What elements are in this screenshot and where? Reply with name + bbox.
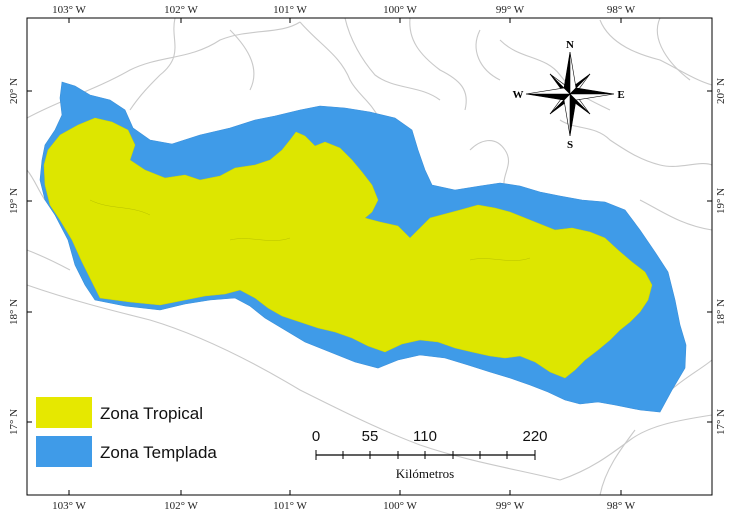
zona-tropical-region <box>43 117 653 379</box>
interior-detail <box>89 199 531 261</box>
bottom-longitude-ticks: 103° W 102° W 101° W 100° W 99° W 98° W <box>52 490 636 512</box>
legend: Zona Tropical Zona Templada <box>36 397 217 467</box>
scale-label-110: 110 <box>413 428 437 445</box>
legend-swatch-templada <box>36 436 92 467</box>
north-arrow-compass: N S E W <box>513 39 625 151</box>
scale-bar: 0 55 110 220 Kilómetros <box>312 428 548 481</box>
scale-unit-label: Kilómetros <box>396 466 455 481</box>
map-frame <box>26 17 713 496</box>
legend-swatch-tropical <box>36 397 92 428</box>
compass-w-label: W <box>513 89 524 101</box>
scale-label-55: 55 <box>362 428 379 445</box>
legend-label-tropical: Zona Tropical <box>100 404 203 423</box>
legend-label-templada: Zona Templada <box>100 443 217 462</box>
top-tick-label: 102° W <box>164 4 198 16</box>
left-tick-label: 19° N <box>8 188 20 214</box>
compass-n-label: N <box>566 39 574 51</box>
right-tick-label: 19° N <box>715 188 727 214</box>
bottom-tick-label: 103° W <box>52 500 86 512</box>
bottom-tick-label: 101° W <box>273 500 307 512</box>
top-tick-label: 101° W <box>273 4 307 16</box>
left-tick-label: 18° N <box>8 299 20 325</box>
compass-e-label: E <box>617 89 624 101</box>
top-tick-label: 100° W <box>383 4 417 16</box>
compass-s-label: S <box>567 139 573 151</box>
top-tick-label: 98° W <box>607 4 636 16</box>
left-tick-label: 17° N <box>8 409 20 435</box>
state-borders <box>26 17 713 496</box>
bottom-tick-label: 99° W <box>496 500 525 512</box>
bottom-tick-label: 102° W <box>164 500 198 512</box>
right-latitude-ticks: 20° N 19° N 18° N 17° N <box>707 78 727 435</box>
top-tick-label: 103° W <box>52 4 86 16</box>
bottom-tick-label: 100° W <box>383 500 417 512</box>
top-longitude-ticks: 103° W 102° W 101° W 100° W 99° W 98° W <box>52 4 636 23</box>
bottom-tick-label: 98° W <box>607 500 636 512</box>
left-tick-label: 20° N <box>8 78 20 104</box>
scale-label-0: 0 <box>312 428 320 445</box>
right-tick-label: 18° N <box>715 299 727 325</box>
right-tick-label: 17° N <box>715 409 727 435</box>
top-tick-label: 99° W <box>496 4 525 16</box>
right-tick-label: 20° N <box>715 78 727 104</box>
left-latitude-ticks: 20° N 19° N 18° N 17° N <box>8 78 32 435</box>
scale-label-220: 220 <box>522 428 547 445</box>
